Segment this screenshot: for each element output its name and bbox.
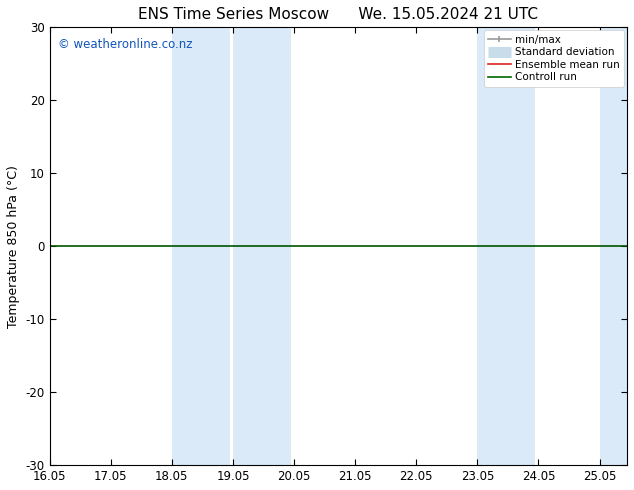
Bar bbox=[600, 27, 627, 465]
Text: © weatheronline.co.nz: © weatheronline.co.nz bbox=[58, 38, 193, 51]
Bar bbox=[233, 27, 291, 465]
Legend: min/max, Standard deviation, Ensemble mean run, Controll run: min/max, Standard deviation, Ensemble me… bbox=[484, 30, 624, 87]
Y-axis label: Temperature 850 hPa (°C): Temperature 850 hPa (°C) bbox=[7, 165, 20, 328]
Bar bbox=[477, 27, 535, 465]
Bar bbox=[172, 27, 230, 465]
Title: ENS Time Series Moscow      We. 15.05.2024 21 UTC: ENS Time Series Moscow We. 15.05.2024 21… bbox=[138, 7, 538, 22]
